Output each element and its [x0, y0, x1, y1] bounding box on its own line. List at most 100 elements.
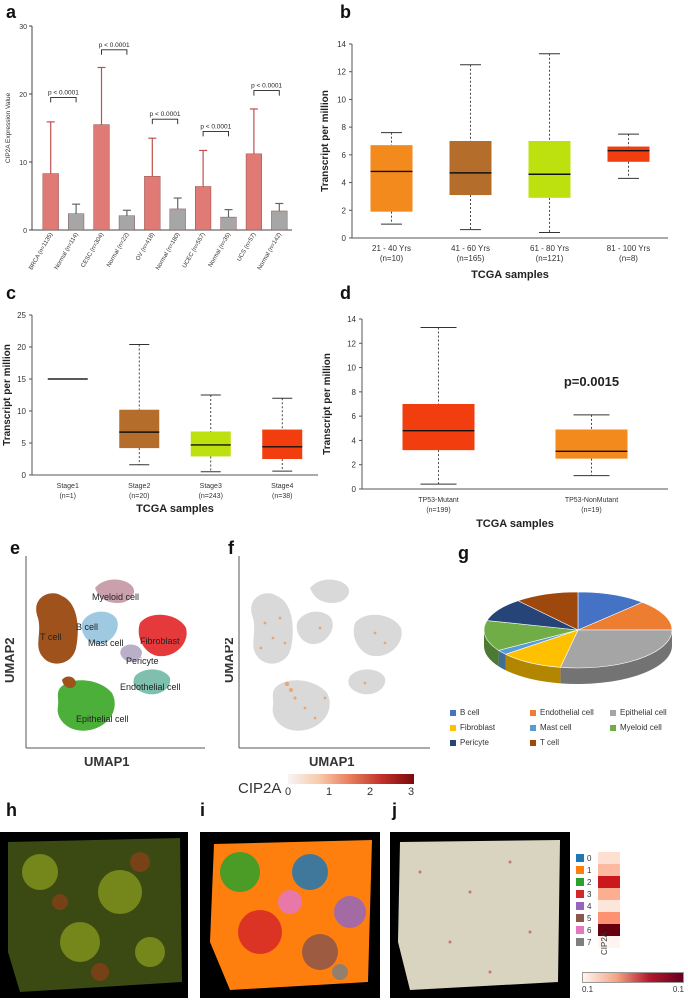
sig-label-4: p < 0.0001	[251, 83, 282, 90]
box-0	[402, 404, 475, 451]
panel-label-d: d	[340, 283, 351, 303]
colorbar-tick-0: 0	[285, 786, 292, 798]
x-axis-label: TCGA samples	[136, 503, 214, 515]
pie-slice-7	[517, 591, 579, 631]
y-tick-label-0: 0	[22, 471, 27, 480]
colorbar-gradient	[288, 774, 414, 784]
x-tick-n-0: (n=199)	[426, 507, 450, 514]
pie-slice-3	[504, 629, 579, 668]
y-tick-label-3: 6	[342, 151, 347, 160]
spatial-cluster-map	[200, 832, 380, 998]
bar-1	[68, 213, 85, 231]
y-tick-label-5: 10	[347, 364, 356, 373]
box-1	[119, 409, 160, 449]
sig-bracket-4	[253, 90, 280, 96]
umap-label-myeloid: Myeloid cell	[92, 592, 139, 602]
x-tick-n-2: (n=121)	[536, 254, 564, 263]
y-tick-label-7: 14	[347, 315, 356, 324]
bar-5	[169, 208, 186, 231]
x-tick-n-2: (n=243)	[199, 493, 223, 500]
spatial-heat-cell	[598, 876, 621, 888]
spatial-legend-id: 2	[587, 877, 592, 887]
sig-bracket-3	[202, 130, 229, 137]
spatial-legend-swatch	[576, 878, 584, 886]
spatial-heat-cell	[598, 936, 621, 948]
umap-cip2a-expression: UMAP1 UMAP2	[225, 556, 430, 769]
x-tick-n-1: (n=19)	[581, 507, 601, 514]
bar-0	[42, 173, 59, 231]
box-plot-stage: 0 5 10 15 20 25 Transcript per million Stage1 (n…	[2, 311, 318, 515]
spatial-legend-row: 6	[576, 924, 621, 936]
panel-label-f: f	[228, 538, 234, 558]
box-3	[262, 429, 303, 459]
y-tick-label-3: 6	[352, 412, 357, 421]
pie-legend-swatch	[450, 709, 456, 716]
x-tick-label-1: TP53-NonMutant	[565, 497, 618, 504]
pie-legend-label: Endothelial cell	[540, 708, 594, 717]
panel-label-b: b	[340, 2, 351, 22]
panel-label-e: e	[10, 538, 21, 558]
umap-e-ylabel: UMAP2	[2, 637, 17, 683]
sig-bracket-2	[151, 118, 179, 125]
spatial-legend-id: 6	[587, 925, 592, 935]
y-axis-label: Transcript per million	[320, 90, 331, 192]
colorbar-tick-3: 3	[408, 786, 415, 798]
spatial-legend-row: 0	[576, 852, 621, 864]
panel-label-c: c	[6, 283, 17, 303]
y-axis-label: Transcript per million	[2, 344, 13, 446]
spatial-heat-cell	[598, 900, 621, 912]
box-3	[607, 146, 650, 162]
pie-legend-item: Myeloid cell	[610, 723, 662, 732]
umap-label-epithelial: Epithelial cell	[76, 714, 129, 724]
spatial-legend-row: 4	[576, 900, 621, 912]
colorbar-title: CIP2A	[238, 780, 282, 797]
pie-slice-5	[483, 620, 579, 651]
pie-side-4-0	[498, 650, 506, 671]
box-1	[449, 141, 492, 196]
spatial-tissue-fluorescence	[0, 832, 188, 998]
y-tick-label-7: 14	[337, 40, 346, 49]
pie-legend-item: Pericyte	[450, 738, 489, 747]
box-2	[528, 141, 571, 198]
spatial-heat-cell	[598, 864, 621, 876]
bar-4	[144, 176, 161, 231]
x-tick-label-1: Stage2	[128, 483, 150, 490]
spatial-legend-row: 1	[576, 864, 621, 876]
panel-label-j: j	[392, 800, 398, 820]
panel-label-g: g	[458, 543, 469, 563]
y-tick-label-5: 25	[17, 311, 26, 320]
box-2	[190, 431, 231, 457]
y-tick-label-2: 20	[19, 92, 27, 99]
pie-side-2-0	[560, 630, 672, 684]
spatial-legend-id: 7	[587, 937, 592, 947]
sig-label-2: p < 0.0001	[150, 111, 181, 118]
panel-label-a: a	[6, 2, 17, 22]
y-tick-label-3: 15	[17, 375, 26, 384]
spatial-legend-id: 5	[587, 913, 592, 923]
spatial-legend-id: 3	[587, 889, 592, 899]
sig-label-1: p < 0.0001	[99, 42, 130, 49]
pie-side-3-0	[505, 654, 561, 684]
pie-legend-label: Epithelial cell	[620, 708, 667, 717]
spatial-cip2a-map	[390, 832, 570, 998]
x-tick-n-0: (n=10)	[380, 254, 404, 263]
pie-legend-swatch	[530, 739, 536, 746]
pie-legend-label: T cell	[540, 738, 559, 747]
sig-bracket-1	[101, 49, 128, 55]
x-tick-label-8: UCS (n=57)	[237, 232, 258, 263]
pie-legend-label: Myeloid cell	[620, 723, 662, 732]
y-axis-label: CIP2A Expression Value	[5, 92, 12, 163]
umap-f-xlabel: UMAP1	[309, 754, 355, 769]
pie-slice-2	[559, 629, 673, 669]
x-axis-label: TCGA samples	[476, 518, 554, 530]
pie-legend-swatch	[610, 724, 616, 731]
pie-legend-swatch	[450, 739, 456, 746]
bar-7	[220, 216, 237, 231]
pie-legend-item: Mast cell	[530, 723, 572, 732]
y-tick-label-2: 4	[342, 179, 347, 188]
spatial-heat-cell	[598, 888, 621, 900]
spatial-legend-swatch	[576, 938, 584, 946]
x-tick-label-2: 61 - 80 Yrs	[530, 244, 569, 253]
spatial-scale-tick-0: 0.1	[582, 985, 594, 994]
bar-2	[93, 124, 110, 231]
